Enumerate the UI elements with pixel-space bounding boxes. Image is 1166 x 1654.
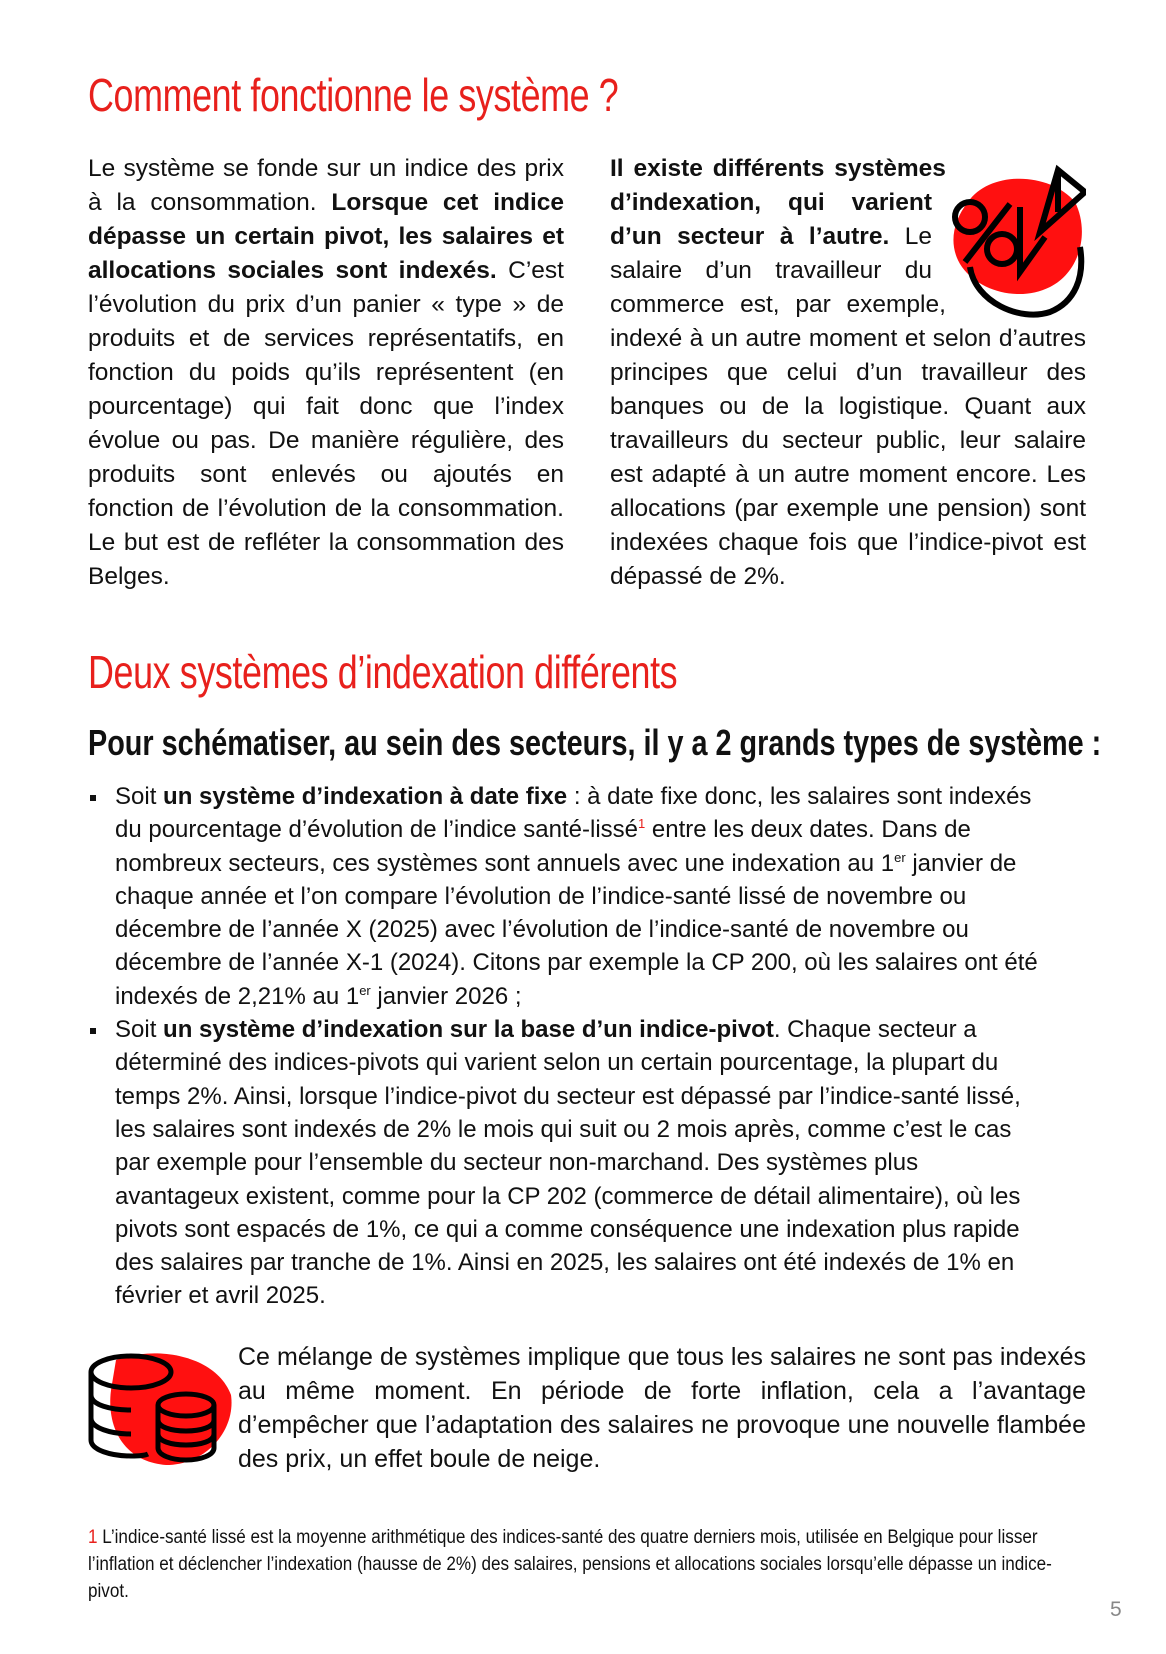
systems-list: Soit un système d’indexation à date fixe… — [88, 780, 1048, 1313]
text: : à date fixe donc, les salaires sont in… — [115, 783, 1032, 844]
footnote-number: 1 — [88, 1527, 98, 1548]
percent-chart-icon — [952, 164, 1086, 318]
footnote-ref[interactable]: 1 — [638, 816, 646, 832]
text: C’est l’évolution du prix d’un panier « … — [88, 257, 564, 590]
closing-paragraph: Ce mélange de systèmes implique que tous… — [238, 1343, 1086, 1473]
footnote: 1 L’indice-santé lissé est la moyenne ar… — [88, 1524, 1087, 1605]
list-item-fixed-date: Soit un système d’indexation à date fixe… — [88, 780, 1048, 1013]
text: Le salaire d’un travailleur du commerce … — [610, 223, 1086, 590]
intro-left-paragraph: Le système se fonde sur un indice des pr… — [88, 152, 564, 594]
text: Le système se fonde sur un indice des pr… — [88, 155, 564, 216]
section-title-how-it-works: Comment fonctionne le système ? — [88, 69, 619, 121]
emphasis: un système d’indexation sur la base d’un… — [163, 1016, 774, 1044]
footnote-text: L’indice-santé lissé est la moyenne arit… — [88, 1527, 1052, 1602]
text: Soit — [115, 1016, 164, 1044]
list-item-pivot-index: Soit un système d’indexation sur la base… — [88, 1013, 1048, 1313]
text: Soit — [115, 783, 164, 810]
page-number: 5 — [1110, 1598, 1122, 1621]
text: entre les deux dates. Dans de nombreux s… — [115, 816, 971, 877]
emphasis: Lorsque cet indice dépasse un certain pi… — [88, 189, 565, 284]
superscript: er — [894, 849, 906, 865]
intro-right-paragraph: Il existe différents systèmes d’indexati… — [610, 152, 1086, 594]
section-title-two-systems: Deux systèmes d’indexation différents — [88, 646, 678, 698]
superscript: er — [359, 982, 371, 998]
coins-stack-icon — [88, 1353, 232, 1465]
emphasis: Il existe différents systèmes d’indexati… — [610, 155, 946, 250]
section-subtitle: Pour schématiser, au sein des secteurs, … — [88, 722, 1102, 763]
text: janvier de chaque année et l’on compare … — [115, 849, 1038, 1010]
text: janvier 2026 ; — [370, 982, 522, 1010]
text: . Chaque secteur a déterminé des indices… — [115, 1016, 1021, 1310]
emphasis: un système d’indexation à date fixe — [163, 783, 568, 810]
